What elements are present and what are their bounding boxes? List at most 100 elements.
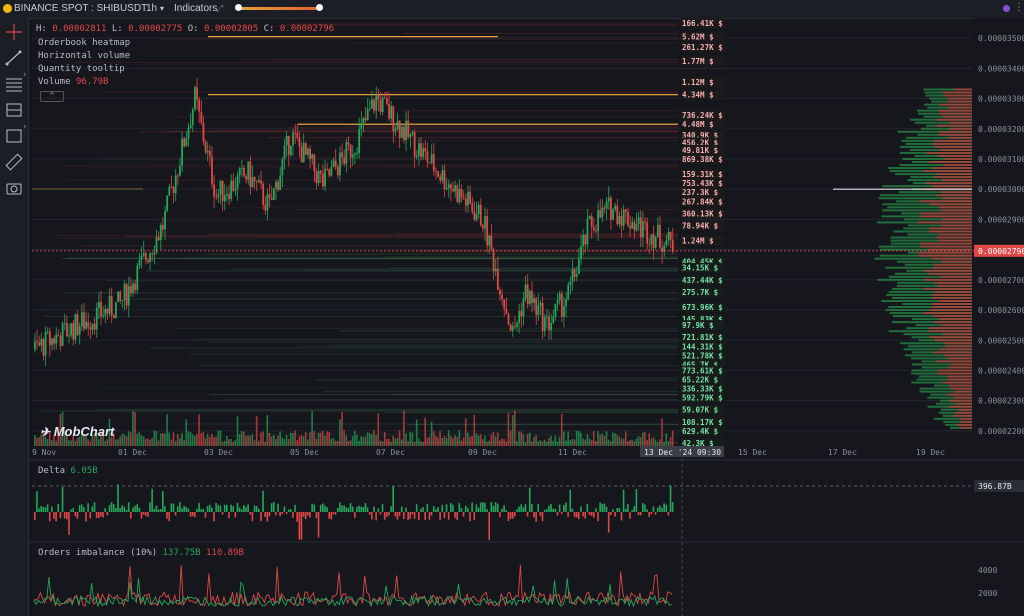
candle-body bbox=[358, 129, 361, 153]
delta-bar bbox=[505, 509, 508, 512]
candle-body bbox=[661, 247, 663, 252]
delta-bar bbox=[642, 502, 644, 512]
delta-bar bbox=[405, 507, 407, 512]
volume-bar bbox=[420, 441, 422, 446]
delta-bar bbox=[281, 512, 284, 515]
delta-bar bbox=[550, 504, 552, 512]
profile-bar-buy bbox=[943, 420, 972, 423]
rectangle-icon[interactable] bbox=[4, 126, 24, 146]
volume-bar bbox=[232, 441, 234, 446]
profile-bar-buy bbox=[888, 275, 972, 278]
delta-bar bbox=[450, 502, 452, 512]
legend-quantity-tooltip[interactable]: Quantity tooltip bbox=[38, 64, 125, 74]
candle-body bbox=[183, 138, 186, 147]
candle-body bbox=[42, 339, 45, 356]
candle-body bbox=[667, 231, 670, 241]
profile-bar-sell bbox=[940, 148, 972, 151]
patterns-icon[interactable] bbox=[4, 100, 24, 120]
indicators-icon[interactable]: ⤢ bbox=[216, 3, 224, 13]
delta-bar bbox=[661, 507, 663, 512]
delta-bar bbox=[196, 508, 198, 512]
delta-bar bbox=[533, 512, 535, 518]
candle-body bbox=[537, 305, 540, 316]
menu-icon[interactable]: ⋮ bbox=[1014, 2, 1024, 13]
profile-bar-sell bbox=[941, 224, 972, 227]
profile-bar-sell bbox=[937, 154, 972, 157]
volume-bar bbox=[127, 431, 130, 446]
legend-orderbook-heatmap[interactable]: Orderbook heatmap bbox=[38, 38, 131, 48]
delta-bar bbox=[172, 503, 175, 512]
profile-bar-sell bbox=[950, 363, 972, 366]
volume-bar bbox=[588, 438, 591, 446]
ask-level-label: 1.24M $ bbox=[682, 237, 714, 246]
volume-bar bbox=[656, 441, 659, 446]
chart-container[interactable]: 166.41K $ 5.62M $261.27K $ 1.77M $ 1.12M $ 4… bbox=[28, 18, 1024, 616]
candle-body bbox=[317, 170, 320, 184]
candle-body bbox=[499, 289, 501, 295]
volume-bar bbox=[396, 437, 399, 446]
volume-bar bbox=[251, 434, 254, 446]
volume-bar bbox=[55, 440, 57, 446]
bid-level-label-bg bbox=[681, 302, 725, 313]
volume-bar bbox=[648, 433, 650, 446]
candle-body bbox=[573, 269, 576, 277]
symbol-selector[interactable]: BINANCE SPOT : SHIBUSDT bbox=[14, 3, 148, 14]
volume-bar bbox=[110, 437, 113, 446]
delta-bar bbox=[469, 512, 471, 522]
trendline-icon[interactable] bbox=[4, 48, 24, 68]
price-tick-label: 0.00002200 bbox=[978, 427, 1024, 436]
drawing-tools-sidebar: › › bbox=[0, 18, 29, 616]
indicators-button[interactable]: Indicators bbox=[174, 3, 218, 14]
screenshot-icon[interactable] bbox=[4, 178, 24, 198]
delta-bar bbox=[509, 512, 512, 519]
delta-bar bbox=[409, 512, 412, 519]
user-badge-icon[interactable] bbox=[1003, 5, 1010, 12]
profile-bar-sell bbox=[921, 245, 972, 248]
profile-bar-buy bbox=[907, 224, 972, 227]
volume-bar bbox=[543, 439, 546, 446]
profile-bar-sell bbox=[960, 417, 972, 420]
slider-handle-left[interactable] bbox=[235, 4, 242, 11]
delta-bar bbox=[637, 512, 640, 516]
profile-bar-sell bbox=[931, 293, 972, 296]
legend-collapse-button[interactable]: ^ bbox=[40, 91, 64, 102]
delta-bar bbox=[614, 512, 616, 517]
volume-bar bbox=[138, 432, 141, 446]
delta-axis-tag bbox=[974, 480, 1024, 492]
watermark-logo: ✈ MobChart bbox=[40, 424, 114, 439]
candle-body bbox=[198, 100, 201, 112]
candle-body bbox=[302, 143, 305, 163]
candle-body bbox=[307, 148, 309, 155]
fib-icon[interactable] bbox=[4, 74, 24, 94]
sidebar-collapse-icon[interactable]: › bbox=[22, 70, 28, 80]
delta-bar bbox=[59, 512, 62, 519]
ruler-icon[interactable] bbox=[4, 152, 24, 172]
ask-level-label-bg bbox=[681, 196, 725, 207]
profile-bar-sell bbox=[941, 209, 972, 212]
profile-bar-buy bbox=[904, 218, 972, 221]
crosshair-icon[interactable] bbox=[4, 22, 24, 42]
delta-bar bbox=[247, 504, 249, 512]
candle-body bbox=[473, 211, 476, 220]
candle-body bbox=[518, 311, 521, 323]
bid-level-label: 721.81K $ bbox=[682, 333, 723, 342]
volume-bar bbox=[358, 440, 360, 446]
candle-body bbox=[612, 209, 614, 220]
chevron-down-icon[interactable]: ▾ bbox=[160, 4, 165, 13]
volume-bar bbox=[334, 440, 337, 446]
volume-bar bbox=[234, 439, 237, 446]
legend-horizontal-volume[interactable]: Horizontal volume bbox=[38, 51, 131, 61]
candle-body bbox=[654, 236, 657, 248]
chart-canvas[interactable]: 166.41K $ 5.62M $261.27K $ 1.77M $ 1.12M $ 4… bbox=[28, 18, 1024, 616]
candle-body bbox=[622, 209, 625, 226]
candle-body bbox=[279, 175, 282, 190]
legend-volume[interactable]: Volume 96.79B bbox=[38, 77, 108, 87]
timeframe-selector[interactable]: 1h bbox=[146, 3, 158, 14]
sidebar-collapse-icon[interactable]: › bbox=[22, 122, 28, 132]
volume-bar bbox=[61, 411, 64, 446]
candle-body bbox=[87, 321, 90, 328]
slider-handle-right[interactable] bbox=[316, 4, 323, 11]
opacity-slider[interactable] bbox=[238, 7, 320, 10]
profile-bar-sell bbox=[942, 91, 972, 94]
volume-bar bbox=[477, 435, 480, 446]
